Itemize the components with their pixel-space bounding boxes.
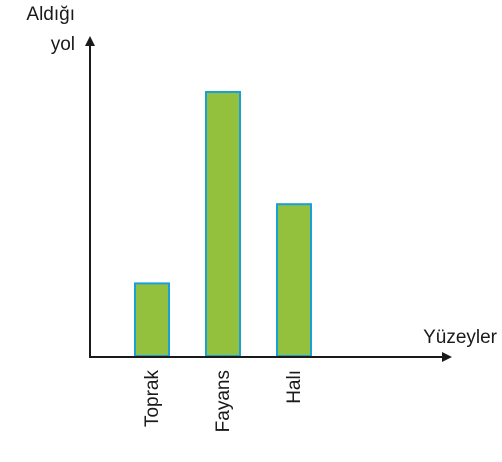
- bar-halı: [276, 203, 312, 357]
- x-axis-label: Yüzeyler: [423, 327, 498, 348]
- bars-group: [134, 91, 312, 357]
- y-axis-label-line-2: yol: [51, 34, 75, 55]
- category-label-fayans: Fayans: [213, 370, 234, 432]
- category-label-toprak: Toprak: [142, 370, 163, 428]
- category-labels-group: Toprak Fayans Halı: [142, 370, 305, 433]
- bar-toprak: [134, 282, 170, 357]
- y-axis-label-line-1: Aldığı: [26, 4, 75, 25]
- bar-fayans: [205, 91, 241, 357]
- category-label-halı: Halı: [284, 370, 305, 404]
